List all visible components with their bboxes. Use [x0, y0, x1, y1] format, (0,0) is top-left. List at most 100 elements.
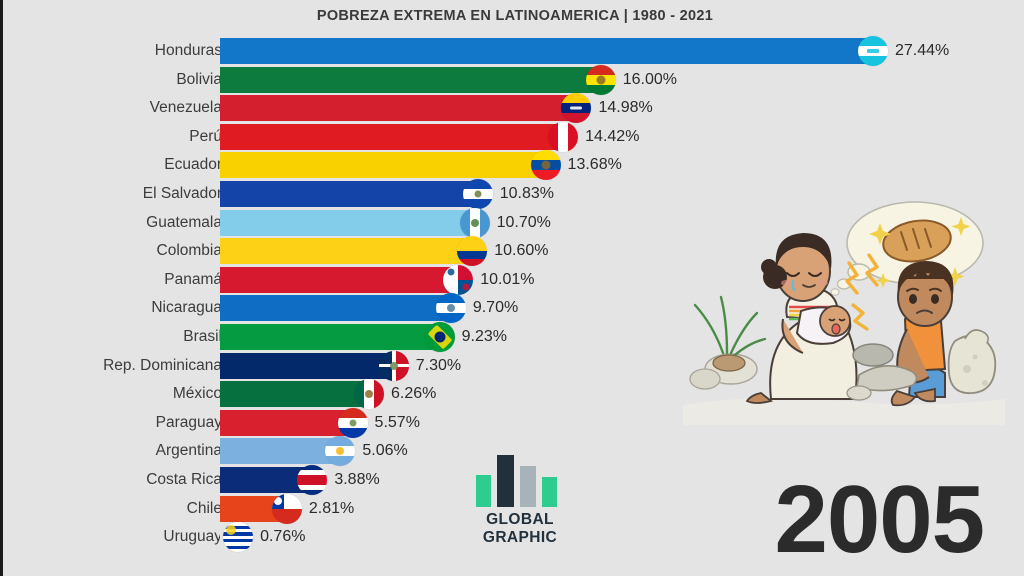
bar-label-ecuador: Ecuador: [164, 156, 222, 174]
bar-per: [220, 123, 564, 150]
bar-race-plot: Honduras 27.44% Bolivia 16.00% Venezuela 14.9…: [3, 36, 1024, 566]
bar-label-bolivia: Bolivia: [176, 70, 222, 88]
bar-value-argentina: 5.06%: [362, 442, 408, 460]
bar-row: Bolivia 16.00%: [3, 64, 1024, 95]
bar-row: Uruguay 0.76%: [3, 522, 1024, 553]
bar-label-colombia: Colombia: [156, 242, 222, 260]
bar-label-rep-dominicana: Rep. Dominicana: [103, 356, 222, 374]
bar-costa-rica: [220, 467, 313, 493]
bar-value-panam: 10.01%: [480, 270, 535, 288]
bar-value-uruguay: 0.76%: [260, 528, 306, 546]
bar-value-el-salvador: 10.83%: [499, 185, 554, 202]
flag-el-salvador-icon: [462, 179, 493, 209]
bar-row: Paraguay 5.57%: [3, 407, 1024, 438]
bar-row: Rep. Dominicana 7.30%: [3, 350, 1024, 381]
bar-value-venezuela: 14.98%: [598, 99, 653, 117]
bar-row: Argentina 5.06%: [3, 436, 1024, 467]
bar-el-salvador: [220, 181, 478, 207]
bar-label-brasil: Brasil: [183, 328, 222, 345]
bar-value-nicaragua: 9.70%: [472, 299, 519, 317]
bar-label-nicaragua: Nicaragua: [151, 299, 222, 317]
logo-bar-4: [542, 477, 557, 507]
bar-value-paraguay: 5.57%: [374, 413, 420, 431]
bar-honduras: [220, 38, 873, 64]
bar-venezuela: [220, 95, 577, 122]
bar-label-guatemala: Guatemala: [146, 213, 222, 231]
bar-row: Colombia 10.60%: [3, 236, 1024, 267]
poverty-family-illustration: [683, 193, 1005, 425]
logo-text-line2: GRAPHIC: [482, 528, 558, 546]
flag-chile-icon: [271, 493, 302, 524]
bar-colombia: [220, 238, 473, 265]
bar-row: Chile 2.81%: [3, 493, 1024, 524]
bar-nicaragua: [220, 295, 451, 322]
bar-brasil: [220, 324, 440, 350]
bar-value-rep-dominicana: 7.30%: [415, 356, 462, 374]
bar-row: Venezuela 14.98%: [3, 93, 1024, 124]
bar-value-costa-rica: 3.88%: [334, 471, 380, 488]
flag-rep-dominicana-icon: [378, 350, 409, 381]
flag-bolivia-icon: [585, 64, 616, 95]
bar-panam: [220, 266, 459, 293]
flag-peru-icon: [548, 121, 579, 152]
bar-argentina: [220, 438, 341, 465]
flag-panama-icon: [443, 264, 474, 295]
year-counter: 2005: [774, 466, 985, 573]
bar-label-el-salvador: El Salvador: [142, 185, 222, 202]
flag-mexico-icon: [353, 379, 384, 410]
bar-value-per: 14.42%: [585, 127, 640, 145]
bar-row: Honduras 27.44%: [3, 36, 1024, 66]
flag-argentina-icon: [325, 436, 356, 467]
bar-value-ecuador: 13.68%: [567, 156, 622, 174]
bar-row: Ecuador 13.68%: [3, 150, 1024, 181]
flag-colombia-icon: [457, 236, 488, 267]
page-title: POBREZA EXTREMA EN LATINOAMERICA | 1980 …: [316, 8, 714, 24]
bar-value-bolivia: 16.00%: [622, 70, 678, 88]
flag-costa-rica-icon: [297, 465, 328, 495]
bar-label-costa-rica: Costa Rica: [146, 471, 222, 488]
bar-row: Guatemala 10.70%: [3, 207, 1024, 238]
bar-row: Brasil 9.23%: [3, 322, 1024, 352]
bar-label-argentina: Argentina: [155, 442, 222, 460]
bar-value-colombia: 10.60%: [494, 242, 549, 260]
flag-nicaragua-icon: [435, 293, 466, 324]
bar-row: Nicaragua 9.70%: [3, 293, 1024, 324]
bar-m-xico: [220, 381, 369, 408]
bar-value-brasil: 9.23%: [461, 328, 508, 345]
bar-label-chile: Chile: [186, 499, 222, 517]
logo-bar-1: [476, 475, 491, 507]
bar-label-honduras: Honduras: [154, 42, 222, 59]
logo-text-line1: GLOBAL: [486, 511, 554, 528]
bar-row: El Salvador 10.83%: [3, 179, 1024, 209]
flag-uruguay-icon: [223, 522, 254, 553]
bar-row: México 6.26%: [3, 379, 1024, 410]
flag-brasil-icon: [424, 322, 455, 352]
bar-rep-dominicana: [220, 352, 394, 379]
logo-bar-3: [520, 466, 536, 507]
bar-bolivia: [220, 66, 601, 93]
bar-label-panam: Panamá: [164, 270, 222, 288]
bar-value-m-xico: 6.26%: [390, 385, 437, 403]
bar-row: Costa Rica 3.88%: [3, 465, 1024, 495]
bar-value-honduras: 27.44%: [895, 42, 950, 59]
bar-guatemala: [220, 209, 475, 236]
flag-honduras-icon: [858, 36, 888, 66]
bar-row: Panamá 10.01%: [3, 264, 1024, 295]
bar-label-paraguay: Paraguay: [155, 413, 222, 431]
logo-bars-icon: [476, 455, 564, 507]
bar-value-chile: 2.81%: [308, 499, 355, 517]
logo-bar-2: [497, 455, 514, 507]
flag-guatemala-icon: [459, 207, 490, 238]
bar-label-m-xico: México: [172, 385, 222, 403]
bar-label-venezuela: Venezuela: [149, 99, 222, 117]
logo-text: GLOBAL GRAPHIC: [466, 511, 574, 547]
flag-ecuador-icon: [530, 150, 561, 181]
bar-label-uruguay: Uruguay: [163, 528, 222, 546]
bar-row: Perú 14.42%: [3, 121, 1024, 152]
bar-label-per: Perú: [189, 127, 222, 145]
global-graphic-logo: GLOBAL GRAPHIC: [466, 455, 574, 550]
flag-paraguay-icon: [337, 407, 368, 438]
bar-ecuador: [220, 152, 546, 179]
bar-value-guatemala: 10.70%: [496, 213, 551, 231]
